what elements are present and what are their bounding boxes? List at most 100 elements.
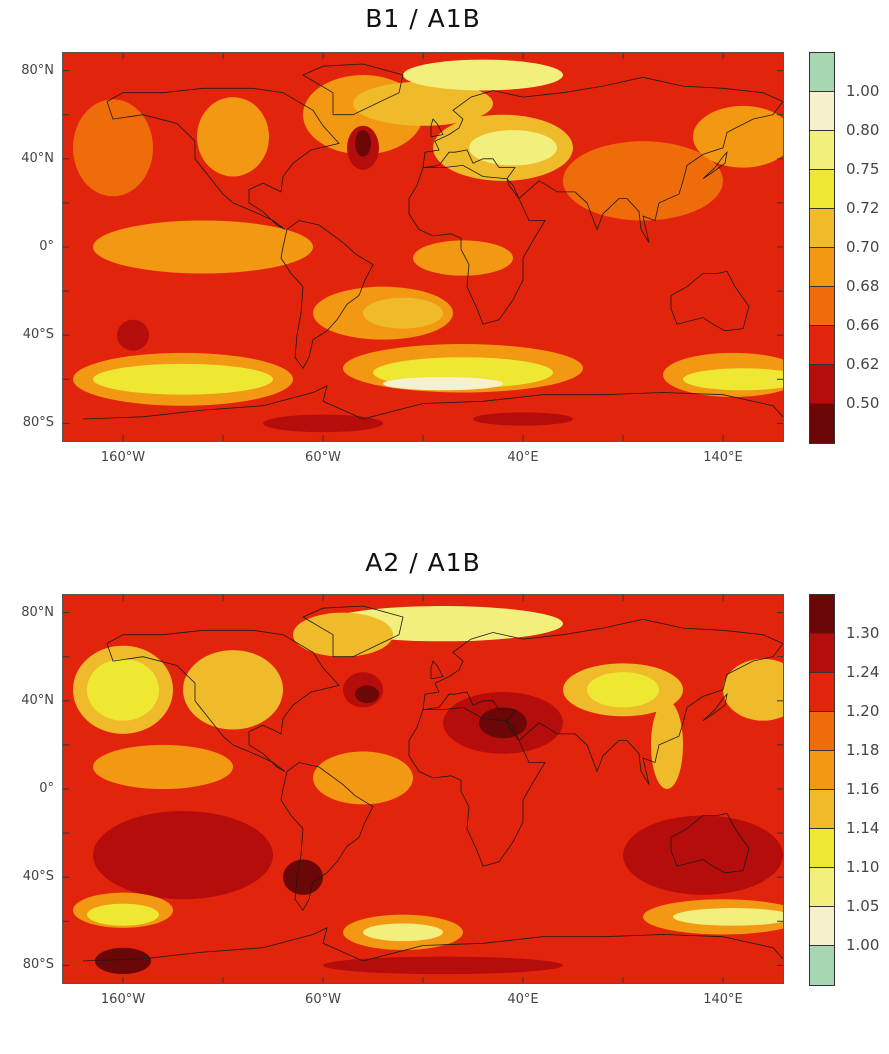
coastline [82, 385, 783, 420]
colorbar-label: 0.70 [846, 238, 880, 256]
contour-region [87, 903, 159, 926]
colorbar-label: 1.30 [846, 624, 880, 642]
coastline [302, 63, 404, 116]
world-map [63, 595, 783, 983]
lat-tick-label: 0° [39, 239, 54, 254]
coastline [430, 660, 444, 680]
contour-region [563, 141, 723, 221]
colorbar-swatch [810, 907, 834, 946]
coastline [408, 164, 546, 325]
lon-tick-label: 160°W [100, 992, 146, 1007]
lon-tick-label: 40°E [507, 450, 539, 465]
colorbar-swatch [810, 92, 834, 131]
contour-region [355, 685, 379, 704]
colorbar-label: 0.75 [846, 160, 880, 178]
lat-tick-label: 40°S [22, 869, 54, 885]
contour-region [693, 105, 783, 168]
contour-region [363, 297, 443, 329]
contour-region [479, 707, 527, 739]
colorbar-swatch [810, 673, 834, 712]
lon-tick-label: 40°E [507, 992, 539, 1007]
lat-tick-label: 40°N [21, 692, 54, 708]
colorbar-label: 0.50 [846, 394, 880, 412]
colorbar-swatch [810, 595, 834, 634]
colorbar-swatch [810, 170, 834, 209]
coastline [82, 927, 783, 962]
coastline [670, 812, 750, 874]
colorbar-label: 0.72 [846, 199, 880, 217]
coastline [280, 220, 374, 370]
lat-tick-label: 80°S [22, 957, 54, 973]
contour-region [283, 859, 323, 895]
colorbar-swatch [810, 326, 834, 365]
coastline [702, 692, 728, 722]
coastline [430, 118, 444, 138]
lat-tick-label: 40°N [21, 150, 54, 166]
colorbar-swatch [810, 287, 834, 326]
contour-region [651, 700, 683, 789]
lon-tick-label: 140°E [703, 450, 743, 465]
world-map [63, 53, 783, 441]
panel-title: B1 / A1B [365, 4, 481, 33]
colorbar-swatch [810, 790, 834, 829]
contour-region [473, 412, 573, 426]
contour-region [263, 414, 383, 433]
contour-region [197, 97, 269, 177]
map-panel-bottom: A2 / A1B 80°N 40°N 0° 40°S 80°S 160°W 60°W 40°… [0, 542, 889, 1054]
contour-region [355, 130, 371, 157]
contour-region [383, 377, 503, 391]
lon-tick-label: 160°W [100, 450, 146, 465]
contour-region [93, 363, 273, 395]
lat-tick-label: 80°S [22, 415, 54, 431]
colorbar-swatch [810, 131, 834, 170]
colorbar-label: 1.00 [846, 82, 880, 100]
coastline [422, 76, 783, 243]
colorbar-label: 1.05 [846, 897, 880, 915]
contour-region [93, 744, 233, 789]
contour-region [87, 658, 159, 721]
contour-region [683, 368, 783, 391]
lat-tick-label: 80°N [21, 62, 54, 78]
coastline [702, 150, 728, 180]
contour-region [95, 947, 151, 975]
contour-region [673, 908, 783, 926]
lon-tick-label: 60°W [305, 450, 341, 465]
contour-region [413, 240, 513, 276]
colorbar-swatch [810, 946, 834, 985]
colorbar-swatch [810, 712, 834, 751]
colorbar-label: 0.80 [846, 121, 880, 139]
lon-tick-label: 60°W [305, 992, 341, 1007]
contour-region [723, 658, 783, 721]
contour-region [469, 130, 557, 166]
colorbar-swatch [810, 829, 834, 868]
contour-region [293, 612, 393, 657]
colorbar-label: 1.16 [846, 780, 880, 798]
lat-tick-label: 40°S [22, 327, 54, 343]
colorbar-label: 1.20 [846, 702, 880, 720]
lon-tick-label: 140°E [703, 992, 743, 1007]
contour-region [587, 672, 659, 708]
colorbar-label: 1.14 [846, 819, 880, 837]
map-frame [62, 52, 784, 442]
coastline [302, 605, 404, 658]
colorbar-label: 1.00 [846, 936, 880, 954]
contour-region [73, 99, 153, 197]
colorbar-label: 1.24 [846, 663, 880, 681]
lat-tick-label: 0° [39, 781, 54, 796]
panel-title: A2 / A1B [365, 548, 481, 577]
contour-region [183, 650, 283, 730]
colorbar-swatch [810, 634, 834, 673]
colorbar-label: 1.18 [846, 741, 880, 759]
colorbar-label: 1.10 [846, 858, 880, 876]
colorbar-label: 0.66 [846, 316, 880, 334]
contour-region [403, 59, 563, 91]
map-frame [62, 594, 784, 984]
contour-region [93, 811, 273, 900]
map-panel-top: B1 / A1B 80°N 40°N 0° 40°S 80°S 160°W 60°W 40°… [0, 0, 889, 512]
coastline [408, 706, 546, 867]
colorbar-swatch [810, 53, 834, 92]
contour-region [323, 956, 563, 975]
coastline [106, 629, 340, 772]
colorbar-label: 0.68 [846, 277, 880, 295]
contour-region [363, 923, 443, 942]
